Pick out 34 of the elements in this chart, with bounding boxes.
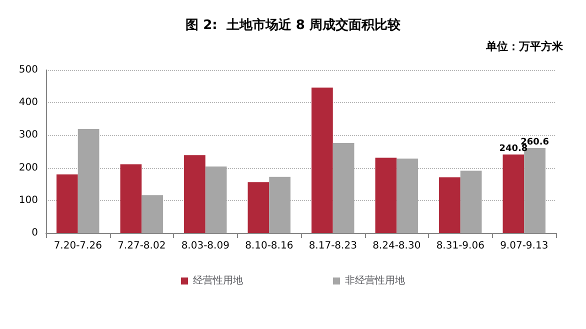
chart-title: 图 2: 土地市场近 8 周成交面积比较 [186,17,402,33]
bar [375,158,397,233]
bar [78,129,100,233]
bar [142,195,163,233]
y-tick-label: 0 [32,228,38,238]
legend-label: 经营性用地 [193,274,243,286]
legend-label: 非经营性用地 [345,274,405,286]
bar [248,182,270,233]
y-tick-label: 500 [18,64,38,76]
bar [184,155,206,233]
y-tick-label: 300 [18,130,38,141]
bar [502,154,524,233]
text: 单位：万平方米 [485,40,564,53]
bar [312,88,333,233]
bar [460,170,482,233]
bar [205,166,227,233]
x-tick-label: 8.03-8.09 [181,240,230,252]
x-tick-label: 7.20-7.26 [54,240,102,252]
bar [332,143,354,233]
data-label: 240.8 [499,144,528,154]
y-tick-label: 100 [18,194,38,206]
x-tick-label: 8.10-8.16 [245,240,294,252]
bar [269,176,290,233]
y-tick-label: 200 [18,162,38,174]
bar [439,177,460,233]
x-tick-label: 8.17-8.23 [308,240,357,252]
bar [120,164,142,233]
y-tick-label: 400 [18,97,38,108]
x-tick-label: 8.24-8.30 [372,240,421,252]
x-tick-label: 9.07-9.13 [500,240,548,252]
x-tick-label: 7.27-8.02 [118,240,166,252]
bar [396,158,418,233]
bar [56,174,78,233]
x-tick-label: 8.31-9.06 [436,240,484,252]
